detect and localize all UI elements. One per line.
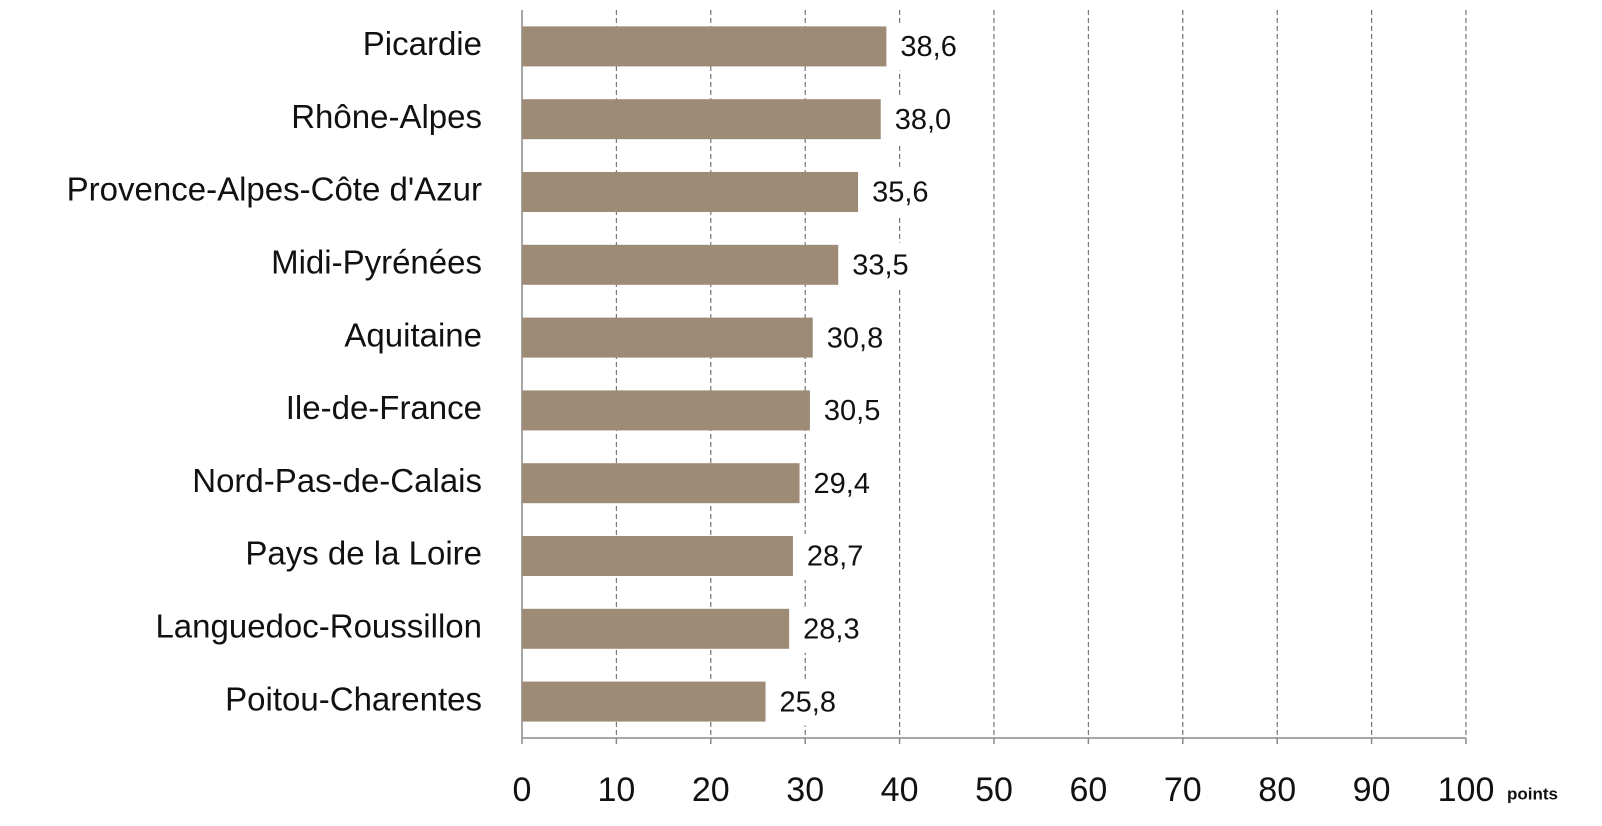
x-tick-label: 60	[1069, 771, 1107, 809]
y-tick-label: Aquitaine	[344, 316, 482, 353]
y-tick-label: Provence-Alpes-Côte d'Azur	[67, 171, 482, 208]
x-tick-label: 20	[692, 771, 730, 809]
value-label-bg	[890, 97, 967, 144]
x-tick-label: 70	[1164, 771, 1202, 809]
x-tick-label: 30	[786, 771, 824, 809]
value-label-bg	[799, 606, 876, 653]
bar	[522, 681, 766, 722]
value-label: 30,8	[827, 322, 883, 354]
value-label-bg	[802, 534, 879, 580]
bar	[522, 172, 859, 212]
y-tick-label: Midi-Pyrénées	[271, 244, 482, 281]
value-label: 38,6	[900, 31, 956, 63]
value-label: 30,5	[824, 395, 880, 427]
x-axis-label: points	[1507, 784, 1558, 803]
value-label: 29,4	[814, 468, 870, 500]
value-label-bg	[809, 461, 886, 508]
value-label: 35,6	[872, 177, 928, 209]
value-label-bg	[896, 24, 973, 71]
y-tick-label: Pays de la Loire	[245, 535, 482, 572]
bar	[522, 244, 839, 285]
x-tick-label: 50	[975, 771, 1013, 809]
y-tick-label: Nord-Pas-de-Calais	[192, 462, 482, 499]
y-tick-label: Poitou-Charentes	[225, 680, 482, 717]
y-tick-label: Languedoc-Roussillon	[155, 608, 482, 645]
value-label: 25,8	[780, 686, 836, 718]
bar	[522, 317, 813, 358]
x-tick-label: 40	[881, 771, 919, 809]
bar	[522, 608, 790, 649]
value-label: 28,7	[807, 541, 863, 573]
y-tick-label: Picardie	[363, 25, 482, 62]
value-label-bg	[822, 315, 899, 362]
x-tick-label: 90	[1353, 771, 1391, 809]
value-label-bg	[868, 170, 945, 216]
x-tick-label: 0	[513, 771, 532, 809]
x-tick-label: 80	[1258, 771, 1296, 809]
value-label: 38,0	[895, 104, 951, 136]
x-tick-label: 10	[597, 771, 635, 809]
x-tick-label: 100	[1438, 771, 1495, 809]
value-label: 33,5	[852, 249, 908, 281]
bar	[522, 463, 800, 504]
bar	[522, 26, 887, 67]
bar	[522, 536, 793, 576]
bar	[522, 390, 810, 431]
value-label-bg	[848, 242, 925, 289]
value-label-bg	[819, 388, 896, 435]
bar	[522, 99, 881, 140]
y-tick-label: Ile-de-France	[286, 389, 482, 426]
value-label: 28,3	[803, 613, 859, 645]
y-tick-label: Rhône-Alpes	[291, 98, 482, 135]
value-label-bg	[775, 679, 852, 726]
